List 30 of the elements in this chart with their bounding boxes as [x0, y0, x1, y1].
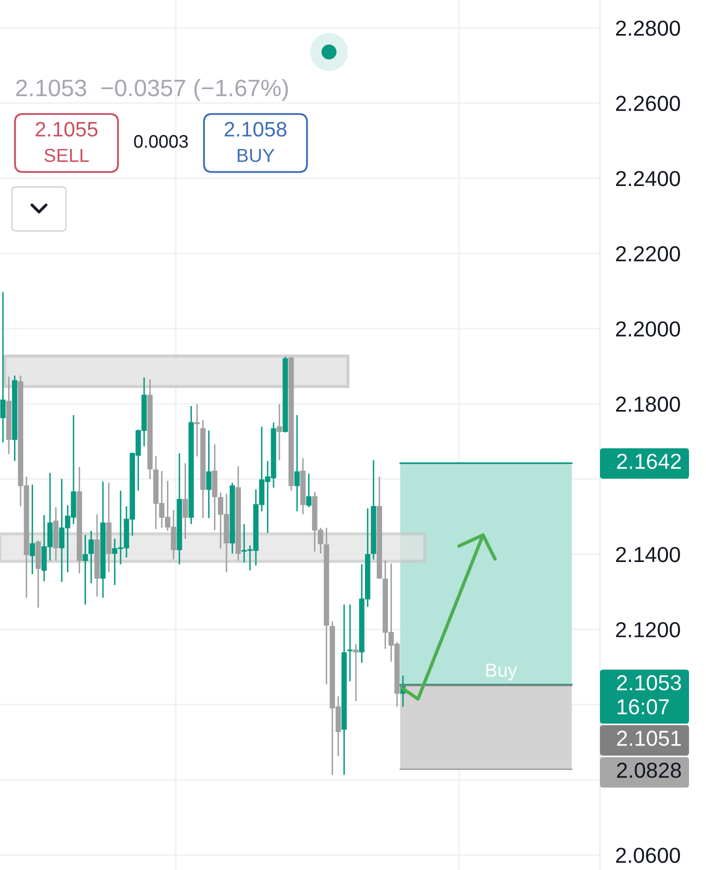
candlestick — [206, 430, 212, 519]
candlestick — [276, 403, 282, 461]
candlestick — [294, 414, 300, 512]
candlestick — [30, 484, 36, 575]
candlestick — [88, 530, 94, 584]
y-tick-label: 2.1200 — [616, 622, 680, 638]
y-tick-label: 2.2800 — [616, 20, 680, 36]
candlestick — [182, 462, 188, 540]
ref-line-label: 2.1051 — [617, 730, 681, 746]
candlestick — [194, 403, 200, 458]
y-tick-label: 2.1800 — [616, 396, 680, 412]
candlestick — [347, 604, 353, 682]
annotation: 0.0003 — [134, 135, 188, 148]
text: 2.1053 −0.0357 (−1.67%) — [16, 78, 288, 101]
ref-line-label: 2.0828 — [617, 762, 681, 778]
y-tick-label: 2.2000 — [616, 321, 680, 337]
y-tick-label: 2.1400 — [616, 546, 680, 562]
annotation: 2.1058 BUY — [224, 122, 286, 162]
y-tick-label: 2.2200 — [616, 246, 680, 262]
y-tick-label: 2.2600 — [616, 96, 680, 112]
candlestick — [353, 643, 359, 702]
y-tick-label: 2.2400 — [616, 170, 680, 186]
y-tick-label: 2.0600 — [616, 848, 680, 863]
ref-line-label: 2.1642 — [617, 454, 681, 469]
band-label: Buy — [486, 664, 518, 680]
annotation: 2.1055 SELL — [36, 122, 98, 162]
candlestick — [0, 291, 6, 444]
candlestick — [82, 534, 88, 606]
ref-line-label: 2.1053 16:07 — [617, 675, 681, 714]
candlestick — [306, 473, 312, 508]
